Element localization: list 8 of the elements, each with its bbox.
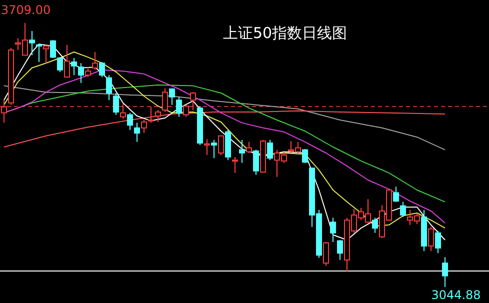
candlestick <box>442 256 448 288</box>
candlestick <box>239 139 245 164</box>
text: 3044.88 <box>431 288 481 302</box>
text: 3709.00 <box>1 3 51 17</box>
candlestick <box>29 30 35 56</box>
chart-title: 上证50指数日线图 <box>222 24 348 42</box>
candlestick <box>106 74 112 101</box>
candlestick <box>204 138 210 156</box>
